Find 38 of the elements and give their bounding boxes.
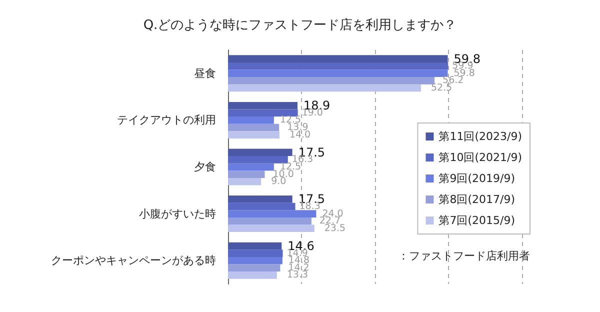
- bar: [228, 84, 421, 92]
- y-tick-label: 小腹がすいた時: [139, 207, 216, 220]
- bar: [228, 210, 316, 218]
- bar: [228, 250, 283, 257]
- data-label: 19.0: [302, 107, 323, 118]
- bar: [228, 224, 314, 232]
- legend-label: 第7回(2015/9): [438, 214, 515, 227]
- data-label: 14.0: [289, 129, 311, 140]
- y-tick-label: クーポンやキャンペーンがある時: [51, 254, 216, 268]
- bar: [228, 62, 448, 70]
- bar: [228, 202, 296, 210]
- bar: [228, 217, 312, 225]
- bar: [228, 256, 282, 264]
- bar: [228, 116, 274, 124]
- bar: [228, 272, 277, 279]
- bar: [228, 70, 448, 78]
- y-tick-label: 夕食: [194, 160, 216, 174]
- bar: [228, 124, 280, 132]
- bar: [228, 77, 435, 84]
- bar: [228, 102, 298, 110]
- legend-label: 第8回(2017/9): [438, 193, 515, 206]
- bar: [228, 163, 274, 171]
- chart-title: Q.どのような時にファストフード店を利用しますか？: [143, 17, 457, 33]
- bar: [228, 264, 280, 272]
- bar: [228, 131, 280, 138]
- y-tick-label: テイクアウトの利用: [117, 114, 216, 127]
- bar: [228, 55, 448, 62]
- legend-label: 第11回(2023/9): [438, 130, 522, 143]
- y-tick-label: 昼食: [194, 66, 216, 80]
- bar: [228, 148, 292, 156]
- bar: [228, 109, 298, 117]
- bar: [228, 178, 262, 186]
- legend-label: 第9回(2019/9): [438, 172, 515, 185]
- bar: [228, 196, 292, 203]
- legend-label: 第10回(2021/9): [438, 151, 522, 164]
- bar: [228, 170, 265, 178]
- bar: [228, 156, 288, 164]
- bar: [228, 242, 282, 250]
